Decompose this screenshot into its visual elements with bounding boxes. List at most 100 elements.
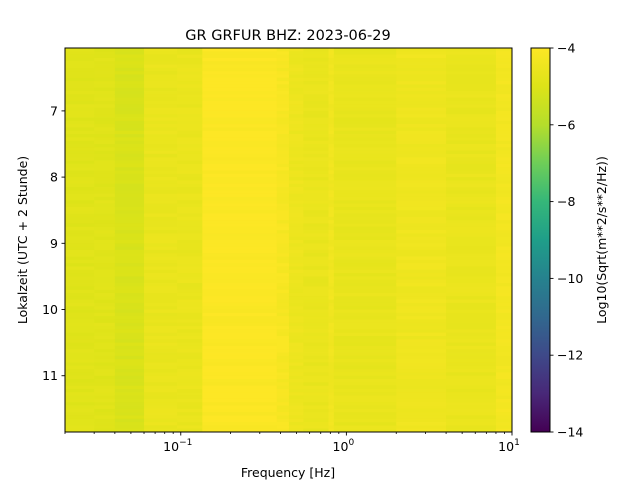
heatmap-cell: [446, 422, 497, 426]
heatmap-cell: [328, 180, 335, 185]
heatmap-cell: [288, 114, 304, 118]
heatmap-cell: [114, 309, 145, 314]
heatmap-cell: [144, 246, 178, 251]
heatmap-cell: [94, 402, 116, 406]
heatmap-cell: [65, 67, 95, 72]
heatmap-cell: [202, 415, 278, 420]
heatmap-cell: [276, 322, 290, 327]
heatmap-cell: [202, 51, 278, 56]
heatmap-cell: [177, 200, 203, 204]
heatmap-cell: [65, 365, 95, 370]
heatmap-cell: [177, 71, 203, 75]
heatmap-cell: [65, 398, 95, 403]
heatmap-cell: [495, 114, 512, 118]
heatmap-cell: [333, 180, 397, 185]
heatmap-cell: [177, 263, 203, 267]
heatmap-cell: [495, 206, 512, 211]
heatmap-cell: [288, 349, 304, 353]
heatmap-cell: [328, 124, 335, 128]
heatmap-cell: [446, 402, 497, 406]
heatmap-cell: [328, 61, 335, 65]
heatmap-cell: [495, 74, 512, 79]
heatmap-cell: [396, 412, 447, 416]
heatmap-cell: [328, 223, 335, 228]
heatmap-cell: [328, 57, 335, 62]
heatmap-cell: [396, 223, 447, 228]
heatmap-cell: [94, 283, 116, 287]
heatmap-cell: [202, 94, 278, 99]
heatmap-cell: [65, 382, 95, 387]
heatmap-cell: [94, 193, 116, 198]
heatmap-cell: [288, 203, 304, 208]
colorbar-axis: −4−6−8−10−12−14: [550, 41, 583, 440]
heatmap-cell: [396, 71, 447, 75]
heatmap-cell: [276, 336, 290, 340]
heatmap-cell: [65, 213, 95, 218]
heatmap-cell: [446, 405, 497, 410]
heatmap-cell: [495, 160, 512, 165]
heatmap-cell: [94, 107, 116, 112]
heatmap-cell: [94, 130, 116, 135]
heatmap-cell: [288, 362, 304, 367]
heatmap-cell: [303, 279, 329, 284]
heatmap-cell: [396, 296, 447, 300]
heatmap-cell: [276, 428, 290, 432]
heatmap-cell: [65, 193, 95, 198]
heatmap-cell: [202, 243, 278, 248]
colorbar-tick-label: −12: [557, 348, 583, 363]
heatmap-cell: [202, 259, 278, 264]
heatmap-cell: [114, 150, 145, 155]
heatmap-cell: [114, 422, 145, 426]
heatmap-cell: [276, 140, 290, 145]
heatmap-cell: [276, 77, 290, 82]
heatmap-cell: [202, 365, 278, 370]
heatmap-cell: [446, 226, 497, 231]
heatmap-cell: [144, 392, 178, 396]
heatmap-cell: [144, 256, 178, 261]
heatmap-cell: [144, 77, 178, 82]
heatmap-cell: [333, 203, 397, 208]
heatmap-cell: [65, 292, 95, 297]
heatmap-cell: [114, 183, 145, 188]
heatmap-cell: [144, 163, 178, 168]
heatmap-cell: [396, 226, 447, 231]
heatmap-cell: [446, 104, 497, 108]
heatmap-cell: [202, 359, 278, 363]
heatmap-cell: [94, 160, 116, 165]
heatmap-cell: [94, 110, 116, 115]
heatmap-cell: [333, 362, 397, 367]
heatmap-cell: [276, 379, 290, 383]
heatmap-cell: [202, 256, 278, 261]
heatmap-cell: [328, 309, 335, 314]
heatmap-cell: [177, 180, 203, 185]
heatmap-cell: [114, 362, 145, 367]
heatmap-cell: [202, 349, 278, 353]
heatmap-cell: [396, 398, 447, 403]
heatmap-cell: [177, 296, 203, 300]
heatmap-cell: [495, 309, 512, 314]
heatmap-cell: [65, 266, 95, 271]
heatmap-cell: [495, 249, 512, 254]
heatmap-cell: [288, 398, 304, 403]
heatmap-cell: [177, 210, 203, 214]
heatmap-cell: [177, 408, 203, 413]
heatmap-cell: [65, 289, 95, 294]
heatmap-cell: [114, 240, 145, 244]
heatmap-cell: [177, 269, 203, 274]
heatmap-cell: [65, 71, 95, 75]
heatmap-cell: [202, 273, 278, 277]
heatmap-cell: [333, 157, 397, 161]
heatmap-cell: [446, 110, 497, 115]
heatmap-cell: [202, 428, 278, 432]
heatmap-cell: [288, 309, 304, 314]
heatmap-cell: [94, 97, 116, 102]
heatmap-cell: [276, 81, 290, 85]
heatmap-cell: [114, 428, 145, 432]
heatmap-cell: [65, 405, 95, 410]
heatmap-cell: [65, 276, 95, 281]
heatmap-cell: [396, 425, 447, 430]
heatmap-cell: [114, 339, 145, 344]
heatmap-cell: [144, 240, 178, 244]
heatmap-cell: [288, 230, 304, 234]
heatmap-cell: [333, 342, 397, 347]
